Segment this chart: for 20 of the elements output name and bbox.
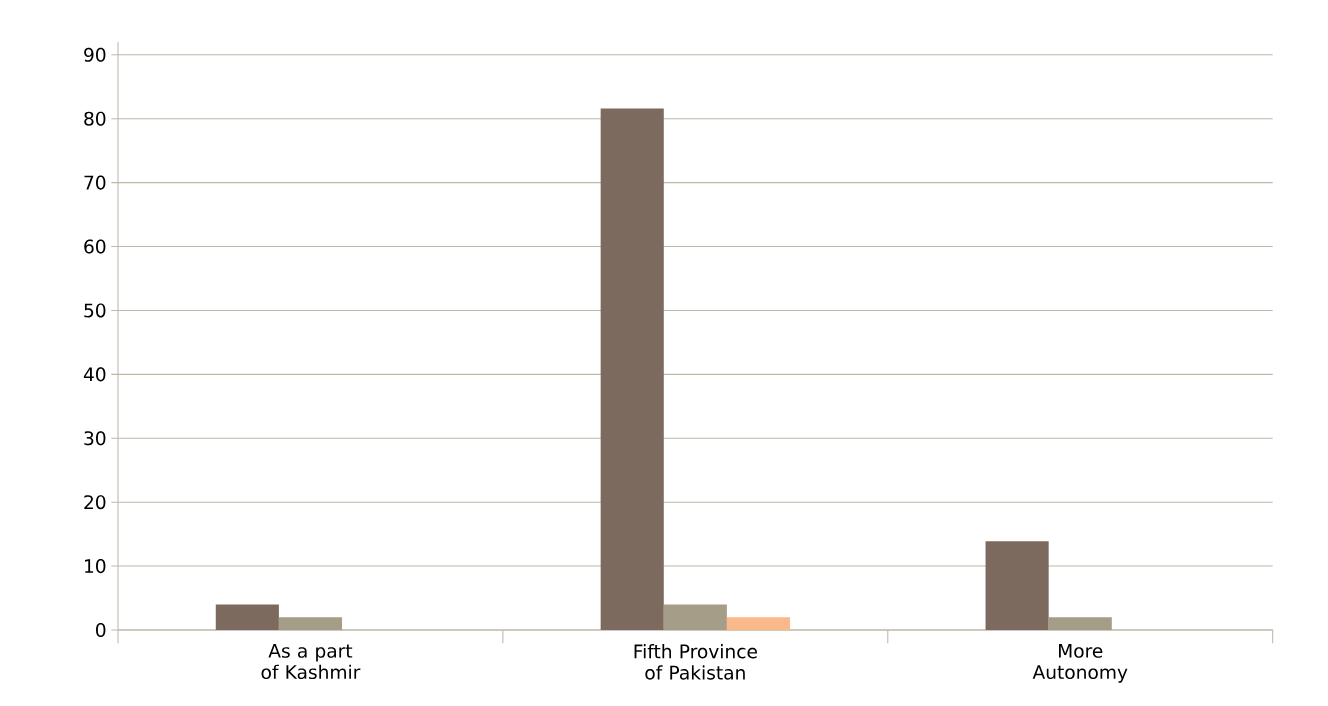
y-tick-label: 30 bbox=[84, 431, 106, 446]
y-tick-label: 60 bbox=[84, 239, 106, 254]
bar bbox=[215, 604, 279, 630]
y-tick-label: 90 bbox=[84, 47, 106, 62]
x-tick-label: As a part of Kashmir bbox=[261, 644, 361, 680]
bar bbox=[600, 108, 664, 630]
y-tick-label: 0 bbox=[96, 622, 106, 638]
bar bbox=[726, 617, 791, 630]
y-tick-label: 10 bbox=[85, 559, 106, 574]
y-tick-label: 40 bbox=[83, 367, 106, 382]
x-tick-label: More Autonomy bbox=[1032, 644, 1128, 683]
y-tick-label: 50 bbox=[84, 303, 106, 318]
y-tick-label: 80 bbox=[84, 111, 106, 126]
bar bbox=[278, 617, 343, 630]
y-tick-label: 70 bbox=[84, 175, 106, 190]
bar bbox=[985, 541, 1049, 630]
x-tick-label: Fifth Province of Pakistan bbox=[634, 644, 757, 680]
bar bbox=[1048, 617, 1112, 630]
y-tick-label: 20 bbox=[84, 495, 106, 510]
bar bbox=[663, 604, 727, 630]
